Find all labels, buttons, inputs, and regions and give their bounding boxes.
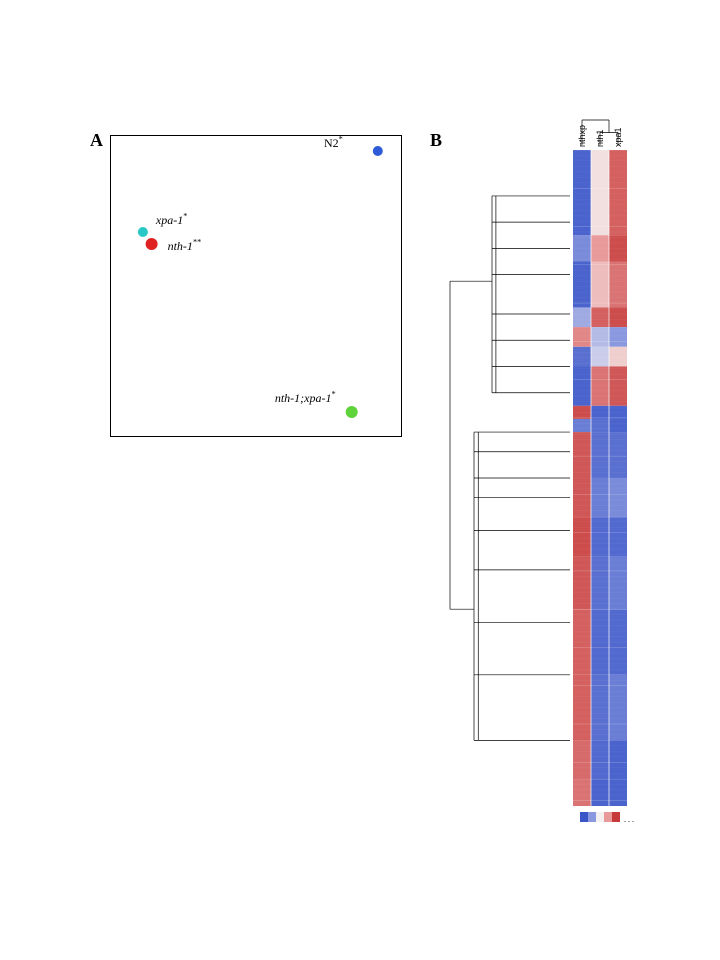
heatmap-cell (573, 327, 591, 347)
legend-swatch (604, 812, 612, 822)
heatmap-cell (609, 419, 627, 432)
heatmap-cell (609, 262, 627, 308)
heatmap-cell (591, 347, 609, 367)
legend-swatch (580, 812, 588, 822)
heatmap-cell (573, 366, 591, 405)
heatmap-cell (609, 347, 627, 367)
heatmap-cell (573, 478, 591, 517)
heatmap-cell (609, 150, 627, 235)
heatmap-col-label-nthxp: nthxp (577, 125, 587, 147)
heatmap-cell (573, 780, 591, 806)
heatmap-cell (573, 557, 591, 609)
heatmap-cell (609, 780, 627, 806)
heatmap-cell (573, 262, 591, 308)
heatmap-cell (591, 557, 609, 609)
heatmap-cell (591, 740, 609, 779)
heatmap-cell (609, 557, 627, 609)
heatmap-cell (609, 366, 627, 405)
heatmap-cell (591, 419, 609, 432)
legend-swatch (596, 812, 604, 822)
heatmap-cell (609, 307, 627, 327)
heatmap-cell (573, 150, 591, 235)
heatmap-cell (573, 517, 591, 556)
heatmap-cell (591, 780, 609, 806)
heatmap-cell (573, 307, 591, 327)
heatmap-svg: nthxp nth1 xpa1 . . . (0, 0, 720, 960)
heatmap-cell (609, 478, 627, 517)
heatmap-cell (591, 517, 609, 556)
heatmap-cell (573, 419, 591, 432)
heatmap-cell (591, 327, 609, 347)
heatmap-col-label-nth1: nth1 (595, 129, 605, 147)
heatmap-cell (573, 432, 591, 478)
heatmap-cell (591, 366, 609, 405)
heatmap-cell (609, 740, 627, 779)
heatmap-cell (591, 150, 609, 235)
heatmap-cell (591, 262, 609, 308)
legend-swatch (612, 812, 620, 822)
heatmap-cell (609, 432, 627, 478)
heatmap-col-label-xpa1: xpa1 (613, 127, 623, 147)
legend-swatch (588, 812, 596, 822)
heatmap-cell (591, 478, 609, 517)
heatmap-cell (573, 740, 591, 779)
heatmap-cell (609, 327, 627, 347)
heatmap-cell (591, 307, 609, 327)
legend-ticks: . . . (624, 815, 634, 824)
heatmap-cell (609, 517, 627, 556)
heatmap-cell (591, 432, 609, 478)
heatmap-cell (573, 347, 591, 367)
